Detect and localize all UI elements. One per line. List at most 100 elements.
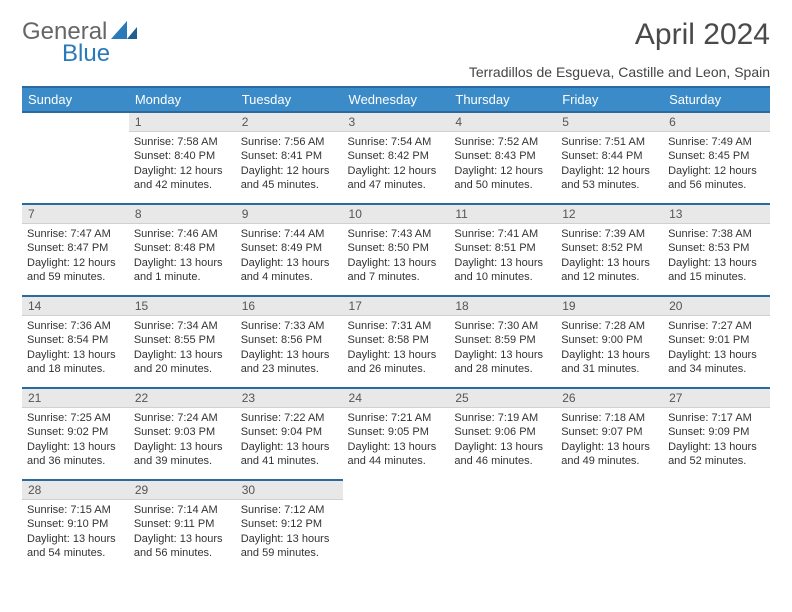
calendar-head-cell: Sunday	[22, 87, 129, 112]
day-number: 30	[236, 481, 343, 500]
sunset-line: Sunset: 9:06 PM	[454, 425, 551, 439]
calendar-cell: 30Sunrise: 7:12 AMSunset: 9:12 PMDayligh…	[236, 480, 343, 572]
day-text: Sunrise: 7:39 AMSunset: 8:52 PMDaylight:…	[556, 224, 663, 288]
calendar-head-cell: Friday	[556, 87, 663, 112]
sunrise-line: Sunrise: 7:43 AM	[348, 227, 445, 241]
day-number: 25	[449, 389, 556, 408]
day-number: 9	[236, 205, 343, 224]
sunset-line: Sunset: 8:54 PM	[27, 333, 124, 347]
day-text: Sunrise: 7:33 AMSunset: 8:56 PMDaylight:…	[236, 316, 343, 380]
day-text: Sunrise: 7:51 AMSunset: 8:44 PMDaylight:…	[556, 132, 663, 196]
day-text: Sunrise: 7:49 AMSunset: 8:45 PMDaylight:…	[663, 132, 770, 196]
sunset-line: Sunset: 9:10 PM	[27, 517, 124, 531]
daylight-line: Daylight: 13 hours and 52 minutes.	[668, 440, 765, 469]
sunset-line: Sunset: 8:43 PM	[454, 149, 551, 163]
sunrise-line: Sunrise: 7:51 AM	[561, 135, 658, 149]
day-number: 2	[236, 113, 343, 132]
daylight-line: Daylight: 12 hours and 47 minutes.	[348, 164, 445, 193]
day-number: 10	[343, 205, 450, 224]
sunset-line: Sunset: 9:04 PM	[241, 425, 338, 439]
day-number: 5	[556, 113, 663, 132]
sunset-line: Sunset: 8:52 PM	[561, 241, 658, 255]
daylight-line: Daylight: 13 hours and 18 minutes.	[27, 348, 124, 377]
sunrise-line: Sunrise: 7:36 AM	[27, 319, 124, 333]
daylight-line: Daylight: 13 hours and 39 minutes.	[134, 440, 231, 469]
day-text: Sunrise: 7:46 AMSunset: 8:48 PMDaylight:…	[129, 224, 236, 288]
daylight-line: Daylight: 13 hours and 59 minutes.	[241, 532, 338, 561]
sunrise-line: Sunrise: 7:14 AM	[134, 503, 231, 517]
day-number: 27	[663, 389, 770, 408]
sunrise-line: Sunrise: 7:44 AM	[241, 227, 338, 241]
sunset-line: Sunset: 8:45 PM	[668, 149, 765, 163]
sunset-line: Sunset: 9:02 PM	[27, 425, 124, 439]
daylight-line: Daylight: 13 hours and 56 minutes.	[134, 532, 231, 561]
sunrise-line: Sunrise: 7:24 AM	[134, 411, 231, 425]
day-number: 21	[22, 389, 129, 408]
calendar-cell: 16Sunrise: 7:33 AMSunset: 8:56 PMDayligh…	[236, 296, 343, 388]
sunrise-line: Sunrise: 7:47 AM	[27, 227, 124, 241]
daylight-line: Daylight: 13 hours and 15 minutes.	[668, 256, 765, 285]
daylight-line: Daylight: 12 hours and 42 minutes.	[134, 164, 231, 193]
day-text: Sunrise: 7:15 AMSunset: 9:10 PMDaylight:…	[22, 500, 129, 564]
sunrise-line: Sunrise: 7:56 AM	[241, 135, 338, 149]
sunrise-line: Sunrise: 7:49 AM	[668, 135, 765, 149]
calendar-body: 1Sunrise: 7:58 AMSunset: 8:40 PMDaylight…	[22, 112, 770, 572]
daylight-line: Daylight: 13 hours and 34 minutes.	[668, 348, 765, 377]
day-text: Sunrise: 7:24 AMSunset: 9:03 PMDaylight:…	[129, 408, 236, 472]
sunrise-line: Sunrise: 7:54 AM	[348, 135, 445, 149]
daylight-line: Daylight: 12 hours and 45 minutes.	[241, 164, 338, 193]
day-number: 4	[449, 113, 556, 132]
daylight-line: Daylight: 13 hours and 7 minutes.	[348, 256, 445, 285]
sunrise-line: Sunrise: 7:18 AM	[561, 411, 658, 425]
calendar-row: 21Sunrise: 7:25 AMSunset: 9:02 PMDayligh…	[22, 388, 770, 480]
sunrise-line: Sunrise: 7:17 AM	[668, 411, 765, 425]
day-number: 24	[343, 389, 450, 408]
sunrise-line: Sunrise: 7:19 AM	[454, 411, 551, 425]
day-text: Sunrise: 7:19 AMSunset: 9:06 PMDaylight:…	[449, 408, 556, 472]
daylight-line: Daylight: 13 hours and 31 minutes.	[561, 348, 658, 377]
calendar-head-cell: Monday	[129, 87, 236, 112]
calendar-cell: 26Sunrise: 7:18 AMSunset: 9:07 PMDayligh…	[556, 388, 663, 480]
calendar-cell	[449, 480, 556, 572]
calendar-cell	[556, 480, 663, 572]
daylight-line: Daylight: 13 hours and 44 minutes.	[348, 440, 445, 469]
day-number: 7	[22, 205, 129, 224]
calendar-row: 28Sunrise: 7:15 AMSunset: 9:10 PMDayligh…	[22, 480, 770, 572]
day-number: 20	[663, 297, 770, 316]
calendar-head-cell: Tuesday	[236, 87, 343, 112]
day-text: Sunrise: 7:17 AMSunset: 9:09 PMDaylight:…	[663, 408, 770, 472]
sunrise-line: Sunrise: 7:28 AM	[561, 319, 658, 333]
day-number: 14	[22, 297, 129, 316]
calendar-cell: 22Sunrise: 7:24 AMSunset: 9:03 PMDayligh…	[129, 388, 236, 480]
calendar-cell: 25Sunrise: 7:19 AMSunset: 9:06 PMDayligh…	[449, 388, 556, 480]
sunset-line: Sunset: 9:01 PM	[668, 333, 765, 347]
sunset-line: Sunset: 8:41 PM	[241, 149, 338, 163]
sunset-line: Sunset: 8:49 PM	[241, 241, 338, 255]
day-text: Sunrise: 7:44 AMSunset: 8:49 PMDaylight:…	[236, 224, 343, 288]
sunset-line: Sunset: 8:50 PM	[348, 241, 445, 255]
daylight-line: Daylight: 13 hours and 20 minutes.	[134, 348, 231, 377]
day-text: Sunrise: 7:47 AMSunset: 8:47 PMDaylight:…	[22, 224, 129, 288]
daylight-line: Daylight: 13 hours and 28 minutes.	[454, 348, 551, 377]
calendar-cell: 1Sunrise: 7:58 AMSunset: 8:40 PMDaylight…	[129, 112, 236, 204]
sunset-line: Sunset: 8:48 PM	[134, 241, 231, 255]
day-number: 29	[129, 481, 236, 500]
daylight-line: Daylight: 13 hours and 36 minutes.	[27, 440, 124, 469]
calendar-cell: 20Sunrise: 7:27 AMSunset: 9:01 PMDayligh…	[663, 296, 770, 388]
sunrise-line: Sunrise: 7:22 AM	[241, 411, 338, 425]
day-text: Sunrise: 7:14 AMSunset: 9:11 PMDaylight:…	[129, 500, 236, 564]
calendar-cell: 11Sunrise: 7:41 AMSunset: 8:51 PMDayligh…	[449, 204, 556, 296]
sunset-line: Sunset: 9:05 PM	[348, 425, 445, 439]
daylight-line: Daylight: 12 hours and 53 minutes.	[561, 164, 658, 193]
day-number: 26	[556, 389, 663, 408]
calendar-cell	[343, 480, 450, 572]
calendar-cell: 3Sunrise: 7:54 AMSunset: 8:42 PMDaylight…	[343, 112, 450, 204]
day-number: 17	[343, 297, 450, 316]
calendar-head-cell: Saturday	[663, 87, 770, 112]
sunrise-line: Sunrise: 7:30 AM	[454, 319, 551, 333]
day-number: 12	[556, 205, 663, 224]
day-text: Sunrise: 7:18 AMSunset: 9:07 PMDaylight:…	[556, 408, 663, 472]
calendar-cell: 28Sunrise: 7:15 AMSunset: 9:10 PMDayligh…	[22, 480, 129, 572]
day-number: 15	[129, 297, 236, 316]
day-text: Sunrise: 7:52 AMSunset: 8:43 PMDaylight:…	[449, 132, 556, 196]
